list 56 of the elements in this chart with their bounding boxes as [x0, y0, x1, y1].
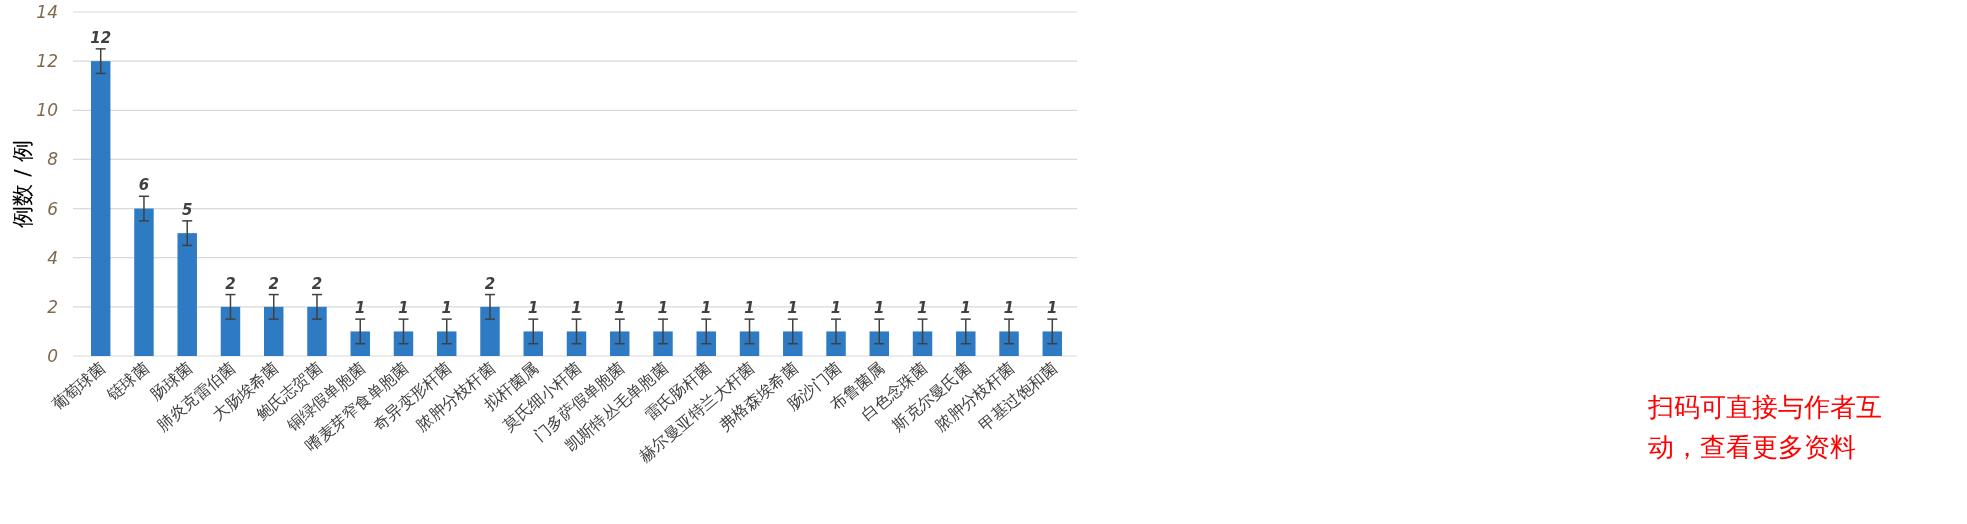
data-label: 1 [614, 299, 625, 318]
bar [90, 61, 111, 356]
y-tick-label: 10 [36, 100, 58, 121]
y-tick-label: 2 [47, 296, 58, 317]
bar [956, 331, 976, 356]
data-label: 1 [960, 299, 971, 318]
data-label: 12 [90, 28, 112, 47]
bar [393, 331, 414, 356]
data-label: 2 [225, 274, 236, 293]
y-tick-label: 8 [47, 149, 59, 170]
bar [783, 331, 803, 356]
data-label: 1 [657, 299, 669, 318]
y-tick-label: 12 [36, 51, 58, 72]
data-label: 1 [744, 299, 755, 318]
bar [999, 331, 1019, 356]
data-label: 1 [398, 299, 409, 318]
data-label: 6 [138, 176, 150, 195]
data-label: 2 [311, 274, 323, 293]
bar [653, 331, 673, 356]
bar [437, 331, 457, 356]
data-label: 1 [917, 299, 928, 318]
y-tick-label: 6 [47, 198, 59, 219]
bar [1042, 331, 1063, 356]
data-label: 1 [787, 299, 798, 318]
data-label: 2 [268, 274, 279, 293]
data-label: 1 [571, 299, 582, 318]
data-label: 2 [484, 274, 496, 293]
bar [826, 331, 846, 356]
bar [912, 331, 933, 356]
bar [566, 331, 587, 356]
data-label: 1 [1003, 299, 1015, 318]
bar [480, 306, 500, 356]
y-axis-title: 例数 / 例 [10, 140, 35, 228]
data-label: 1 [701, 299, 712, 318]
data-label: 1 [874, 299, 885, 318]
bar [350, 331, 370, 356]
data-label: 1 [355, 299, 366, 318]
data-label: 5 [182, 200, 193, 219]
bar [177, 233, 197, 356]
bar [696, 331, 716, 356]
bar [869, 331, 890, 356]
data-label: 1 [830, 299, 842, 318]
y-tick-label: 4 [47, 247, 58, 268]
y-tick-label: 0 [47, 345, 58, 366]
y-tick-label: 14 [36, 1, 58, 22]
bar [739, 331, 760, 356]
bar [134, 208, 154, 356]
data-label: 1 [528, 299, 539, 318]
text: 扫码可直接与作者互动，查看更多资料 [1647, 392, 1882, 462]
bar [263, 306, 284, 356]
data-label: 1 [441, 299, 452, 318]
bar [220, 306, 241, 356]
bar [523, 331, 543, 356]
bar [307, 306, 327, 356]
bar [610, 331, 630, 356]
data-label: 1 [1047, 299, 1058, 318]
